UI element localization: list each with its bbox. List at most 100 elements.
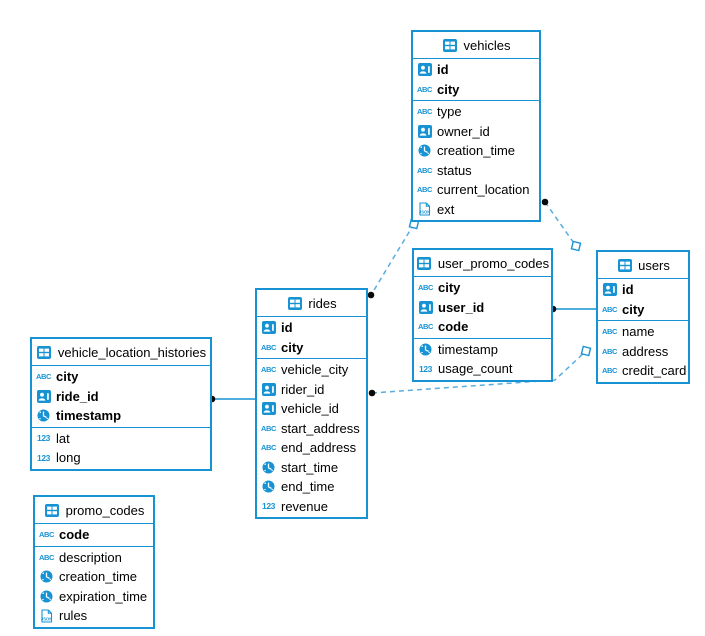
timestamp-icon — [38, 589, 55, 604]
relation-vehicles-rides-endpoint-dot — [367, 291, 375, 299]
column-row-creation_time: creation_time — [413, 141, 539, 161]
relation-rides-users — [371, 350, 587, 394]
text-icon: ABC — [416, 165, 433, 175]
column-row-owner_id: owner_id — [413, 122, 539, 142]
table-header[interactable]: promo_codes — [35, 497, 153, 524]
column-name: usage_count — [438, 361, 513, 377]
table-name: promo_codes — [65, 502, 145, 518]
table-icon — [36, 345, 53, 360]
relation-vehicles-users-endpoint-dot — [541, 198, 549, 206]
column-name: lat — [56, 430, 70, 446]
table-users[interactable]: users id ABC city ABC name ABC address ABC credit… — [596, 250, 690, 384]
columns-section: ABC vehicle_city rider_id vehicle_id ABC star… — [257, 359, 366, 517]
column-name: vehicle_id — [281, 401, 339, 417]
relation-vehicles-users — [544, 201, 577, 247]
table-header[interactable]: vehicle_location_histories — [32, 339, 210, 366]
column-name: city — [438, 280, 461, 296]
column-row-rider_id: rider_id — [257, 380, 366, 400]
table-header[interactable]: user_promo_codes — [414, 250, 551, 277]
text-icon: ABC — [260, 365, 277, 374]
key-columns-section: ABC city ride_id timestamp — [32, 366, 210, 428]
column-name: timestamp — [438, 341, 498, 357]
column-name: description — [59, 549, 122, 565]
id-icon — [260, 382, 277, 397]
text-icon: ABC — [417, 283, 434, 292]
table-header[interactable]: users — [598, 252, 688, 279]
text-icon: ABC — [38, 552, 55, 562]
key-columns-section: id ABC city — [598, 279, 688, 321]
column-name: city — [281, 339, 304, 355]
table-vehicles[interactable]: vehicles id ABC city ABC type owner_id creation… — [411, 30, 541, 222]
text-icon: ABC — [260, 443, 277, 452]
text-icon: ABC — [416, 84, 433, 94]
column-row-timestamp: timestamp — [32, 406, 210, 426]
column-row-revenue: 123 revenue — [257, 497, 366, 517]
id-icon — [601, 282, 618, 297]
table-icon — [286, 296, 303, 311]
column-name: id — [437, 62, 449, 78]
column-row-vehicle_city: ABC vehicle_city — [257, 360, 366, 380]
column-name: rules — [59, 608, 88, 624]
column-row-id: id — [598, 280, 688, 300]
relation-vehicles-users-endpoint-square — [570, 240, 582, 252]
column-name: user_id — [438, 299, 485, 315]
text-icon: ABC — [416, 107, 433, 116]
column-row-id: id — [413, 60, 539, 80]
column-row-usage_count: 123 usage_count — [414, 359, 551, 379]
column-name: rider_id — [281, 381, 325, 397]
column-row-address: ABC address — [598, 342, 688, 362]
column-row-end_time: end_time — [257, 477, 366, 497]
column-row-city: ABC city — [413, 80, 539, 100]
json-icon: JSON — [416, 202, 433, 217]
table-vehicle_location_histories[interactable]: vehicle_location_histories ABC city ride_id… — [30, 337, 212, 471]
text-icon: ABC — [260, 423, 277, 433]
timestamp-icon — [35, 408, 52, 423]
number-icon: 123 — [262, 501, 275, 511]
column-name: revenue — [281, 498, 328, 514]
svg-text:JSON: JSON — [41, 616, 52, 621]
column-name: id — [281, 320, 293, 336]
column-row-description: ABC description — [35, 548, 153, 568]
column-name: start_time — [281, 459, 339, 475]
table-icon — [416, 256, 433, 271]
column-row-current_location: ABC current_location — [413, 180, 539, 200]
column-name: name — [622, 324, 655, 340]
columns-section: ABC type owner_id creation_time ABC status ABC… — [413, 101, 539, 220]
column-name: end_address — [281, 440, 357, 456]
table-name: user_promo_codes — [437, 255, 550, 271]
columns-section: ABC name ABC address ABC credit_card — [598, 321, 688, 382]
svg-text:JSON: JSON — [419, 210, 430, 215]
columns-section: 123 lat 123 long — [32, 428, 210, 469]
column-row-vehicle_id: vehicle_id — [257, 399, 366, 419]
table-header[interactable]: rides — [257, 290, 366, 317]
column-row-credit_card: ABC credit_card — [598, 361, 688, 381]
text-icon: ABC — [260, 342, 277, 352]
column-name: id — [622, 282, 634, 298]
column-row-start_address: ABC start_address — [257, 419, 366, 439]
column-name: code — [59, 527, 90, 543]
timestamp-icon — [260, 460, 277, 475]
table-name: vehicle_location_histories — [57, 344, 207, 360]
timestamp-icon — [260, 479, 277, 494]
table-icon — [442, 38, 459, 53]
text-icon: ABC — [601, 304, 618, 314]
key-columns-section: id ABC city — [257, 317, 366, 359]
key-columns-section: id ABC city — [413, 59, 539, 101]
table-header[interactable]: vehicles — [413, 32, 539, 59]
timestamp-icon — [38, 569, 55, 584]
timestamp-icon — [417, 342, 434, 357]
column-row-end_address: ABC end_address — [257, 438, 366, 458]
relation-rides-users-endpoint-dot — [368, 389, 376, 397]
column-name: current_location — [437, 182, 530, 198]
table-promo_codes[interactable]: promo_codes ABC code ABC description creation… — [33, 495, 155, 629]
column-row-rules: JSON rules — [35, 606, 153, 626]
text-icon: ABC — [601, 346, 618, 356]
column-name: long — [56, 450, 81, 466]
table-user_promo_codes[interactable]: user_promo_codes ABC city user_id ABC code tim… — [412, 248, 553, 382]
number-icon: 123 — [419, 363, 432, 374]
columns-section: timestamp 123 usage_count — [414, 339, 551, 380]
column-row-city: ABC city — [257, 338, 366, 358]
column-row-long: 123 long — [32, 448, 210, 468]
column-name: start_address — [281, 420, 360, 436]
